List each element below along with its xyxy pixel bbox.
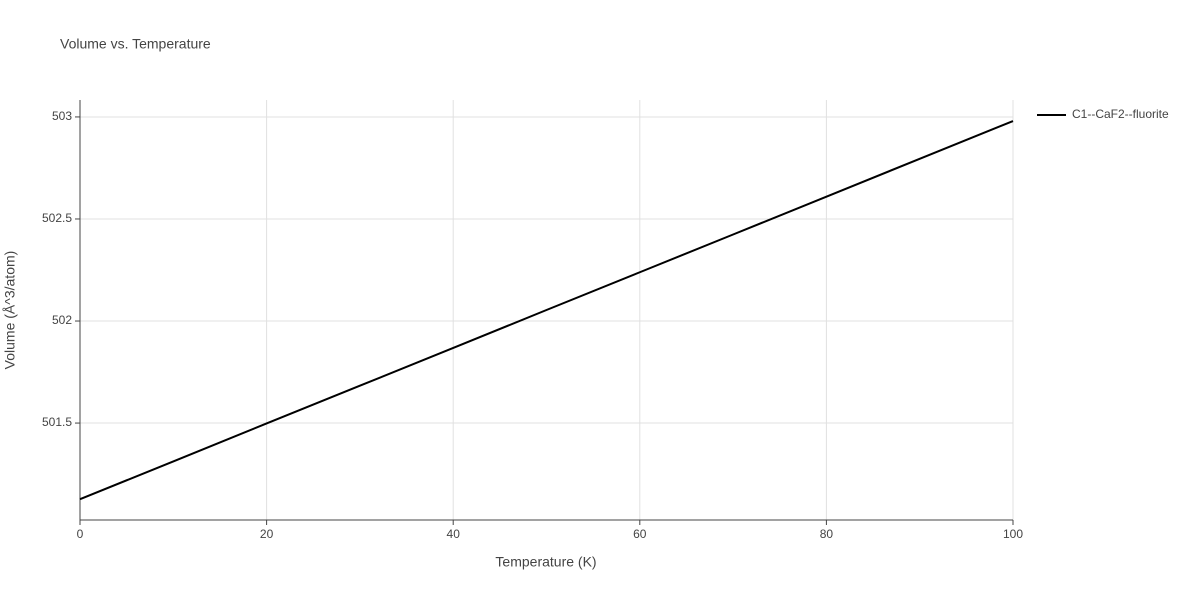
y-tick-label: 502: [52, 313, 72, 327]
x-tick-label: 20: [260, 527, 274, 541]
data-line: [79, 120, 1014, 501]
x-tick-label: 100: [1003, 527, 1023, 541]
x-tick-label: 0: [77, 527, 84, 541]
y-axis-label: Volume (Å^3/atom): [2, 251, 18, 370]
x-tick-label: 80: [820, 527, 834, 541]
y-tick-label: 502.5: [42, 211, 72, 225]
y-tick-label: 503: [52, 109, 72, 123]
legend-label: C1--CaF2--fluorite: [1072, 107, 1169, 121]
x-tick-label: 40: [447, 527, 461, 541]
x-tick-label: 60: [633, 527, 647, 541]
x-axis-label: Temperature (K): [495, 554, 596, 570]
chart-title: Volume vs. Temperature: [60, 36, 211, 52]
y-tick-label: 501.5: [42, 415, 72, 429]
